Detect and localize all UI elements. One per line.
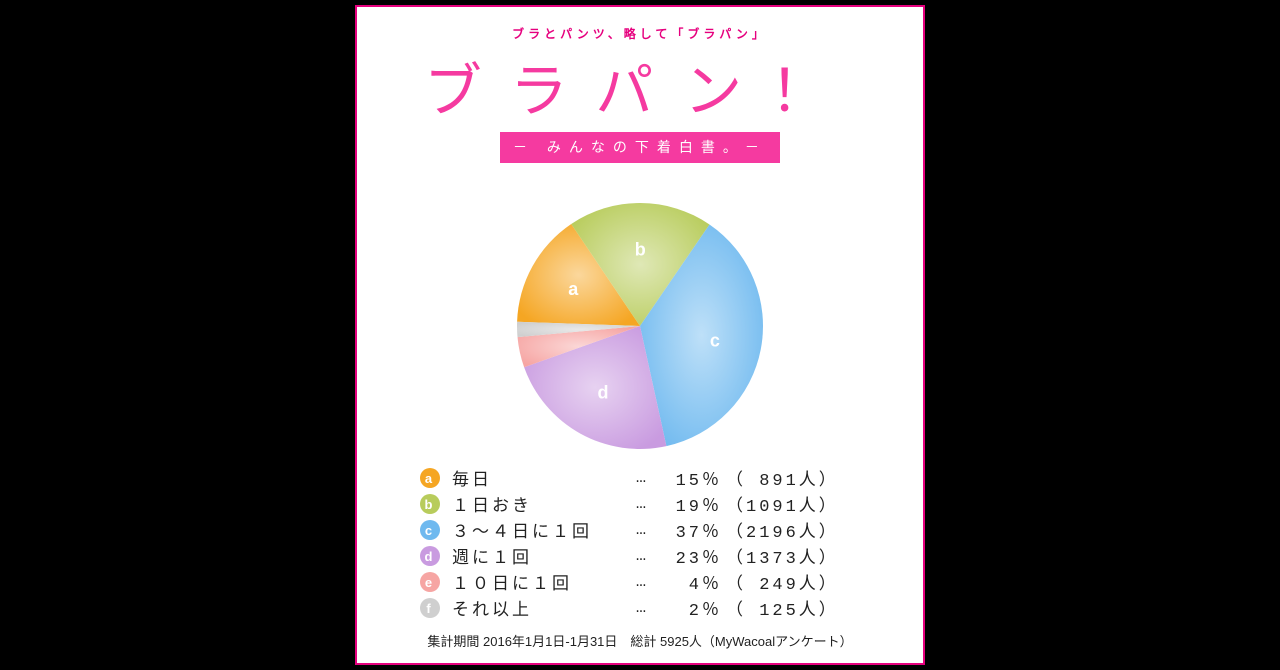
legend-dot-f: f [420, 598, 440, 618]
legend-ellipsis: … [622, 599, 662, 618]
pie-slice-label-a: a [568, 279, 579, 299]
info-card: ブラとパンツ、略して「ブラパン」 ブラパン！ － みんなの下着白書。－ abcd… [355, 5, 925, 665]
legend-ellipsis: … [622, 573, 662, 592]
legend-percent-d: 23％ [662, 543, 722, 569]
legend-percent-e: 4％ [662, 569, 722, 595]
legend-row-f: f それ以上… 2％（ 125人） [420, 595, 860, 621]
legend-label-e: １０日に１回 [452, 569, 622, 595]
pie-chart: abcdef [515, 171, 765, 451]
legend-label-c: ３～４日に１回 [452, 517, 622, 543]
pie-slice-label-b: b [635, 240, 646, 260]
legend-label-b: １日おき [452, 491, 622, 517]
subtitle-band: － みんなの下着白書。－ [500, 132, 780, 163]
legend-dot-e: e [420, 572, 440, 592]
legend-ellipsis: … [622, 521, 662, 540]
legend: a毎日…15％（ 891人）b１日おき…19％（1091人）c３～４日に１回…3… [420, 465, 860, 621]
legend-ellipsis: … [622, 547, 662, 566]
legend-dot-c: c [420, 520, 440, 540]
legend-percent-a: 15％ [662, 465, 722, 491]
main-title: ブラパン！ [357, 44, 923, 128]
legend-label-a: 毎日 [452, 465, 622, 491]
legend-count-f: （ 125人） [726, 595, 839, 621]
legend-percent-c: 37％ [662, 517, 722, 543]
legend-ellipsis: … [622, 495, 662, 514]
legend-ellipsis: … [622, 469, 662, 488]
legend-row-e: e １０日に１回… 4％（ 249人） [420, 569, 860, 595]
legend-count-a: （ 891人） [726, 465, 839, 491]
legend-percent-f: 2％ [662, 595, 722, 621]
legend-label-d: 週に１回 [452, 543, 622, 569]
legend-count-b: （1091人） [726, 491, 839, 517]
legend-row-a: a 毎日…15％（ 891人） [420, 465, 860, 491]
tagline: ブラとパンツ、略して「ブラパン」 [357, 25, 923, 42]
legend-dot-d: d [420, 546, 440, 566]
pie-svg: abcdef [515, 171, 765, 451]
pie-slice-label-c: c [710, 331, 720, 351]
legend-row-d: d 週に１回…23％（1373人） [420, 543, 860, 569]
legend-percent-b: 19％ [662, 491, 722, 517]
pie-slice-label-d: d [598, 383, 609, 403]
legend-dot-b: b [420, 494, 440, 514]
legend-dot-a: a [420, 468, 440, 488]
legend-count-c: （2196人） [726, 517, 839, 543]
legend-count-d: （1373人） [726, 543, 839, 569]
legend-row-c: c ３～４日に１回…37％（2196人） [420, 517, 860, 543]
legend-label-f: それ以上 [452, 595, 622, 621]
footer-note: 集計期間 2016年1月1日-1月31日 総計 5925人（MyWacoalアン… [357, 631, 923, 650]
legend-count-e: （ 249人） [726, 569, 839, 595]
legend-row-b: b １日おき…19％（1091人） [420, 491, 860, 517]
